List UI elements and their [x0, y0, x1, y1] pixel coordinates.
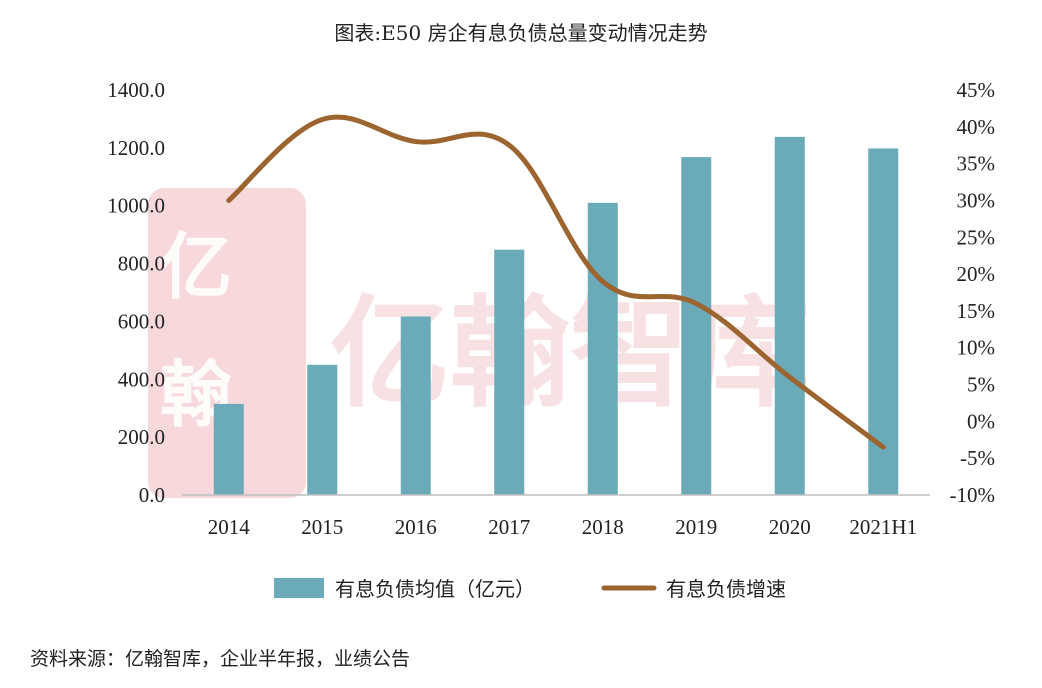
y-left-tick-label: 800.0	[118, 252, 165, 276]
y-right-tick-label: 40%	[957, 115, 996, 139]
y-left-tick-label: 1400.0	[107, 78, 165, 102]
y-right-tick-label: 45%	[957, 78, 996, 102]
y-right-tick-label: 5%	[967, 373, 995, 397]
y-right-tick-label: -10%	[950, 483, 996, 507]
bar-2015	[307, 364, 338, 495]
x-tick-label: 2017	[488, 515, 530, 539]
y-left-tick-label: 600.0	[118, 309, 165, 333]
x-tick-label: 2019	[675, 515, 717, 539]
y-axis-left: 0.0 200.0 400.0 600.0 800.0 1000.0 1200.0 1400.…	[107, 78, 165, 507]
y-right-tick-label: 15%	[957, 299, 996, 323]
y-right-tick-label: 0%	[967, 409, 995, 433]
legend-label-line: 有息负债增速	[666, 577, 786, 601]
bar-2020	[774, 136, 805, 495]
y-left-tick-label: 0.0	[139, 483, 165, 507]
watermark-seal	[148, 188, 306, 498]
legend-swatch-bar	[274, 578, 324, 598]
source-note: 资料来源：亿翰智库，企业半年报，业绩公告	[30, 648, 410, 670]
legend-label-bar: 有息负债均值（亿元）	[335, 577, 535, 601]
bar-2016	[400, 316, 431, 495]
bar-2017	[494, 249, 525, 495]
y-left-tick-label: 200.0	[118, 425, 165, 449]
y-right-tick-label: 35%	[957, 152, 996, 176]
series-line-growth	[226, 114, 886, 450]
bar-2014	[213, 403, 244, 495]
chart-title: 图表:E50 房企有息负债总量变动情况走势	[334, 21, 707, 45]
y-right-tick-label: -5%	[960, 446, 995, 470]
y-right-tick-label: 30%	[957, 188, 996, 212]
x-tick-label: 2015	[301, 515, 343, 539]
x-tick-label: 2016	[395, 515, 437, 539]
y-right-tick-label: 20%	[957, 262, 996, 286]
bar-2021H1	[868, 148, 899, 495]
bar-2019	[681, 157, 712, 495]
x-tick-label: 2021H1	[849, 515, 917, 539]
y-left-tick-label: 1000.0	[107, 194, 165, 218]
legend: 有息负债均值（亿元） 有息负债增速	[274, 577, 786, 601]
x-tick-label: 2014	[208, 515, 251, 539]
watermark-seal-text: 亿	[160, 225, 232, 309]
y-right-tick-label: 10%	[957, 336, 996, 360]
x-axis: 2014 2015 2016 2017 2018 2019 2020 2021H1	[208, 515, 917, 539]
y-axis-right: -10% -5% 0% 5% 10% 15% 20% 25% 30% 35% 40% 45%	[950, 78, 996, 507]
y-right-tick-label: 25%	[957, 225, 996, 249]
plot-area	[182, 114, 930, 496]
bar-2018	[587, 202, 618, 496]
x-tick-label: 2020	[769, 515, 811, 539]
y-left-tick-label: 400.0	[118, 367, 165, 391]
x-tick-label: 2018	[582, 515, 624, 539]
y-left-tick-label: 1200.0	[107, 136, 165, 160]
